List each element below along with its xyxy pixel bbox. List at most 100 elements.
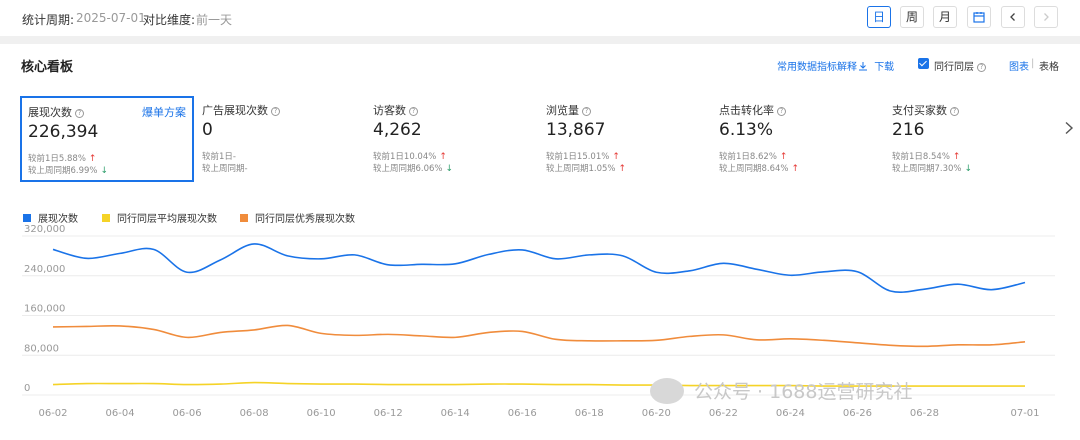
table-view-tab[interactable]: 表格 <box>1039 62 1059 73</box>
arrow-up-icon: ↑ <box>439 152 447 162</box>
x-tick-label: 06-06 <box>173 408 202 419</box>
metric-comparison: 较前1日- <box>202 152 236 162</box>
help-icon[interactable]: ? <box>950 107 959 116</box>
metric-card[interactable]: 广告展现次数? 0 较前1日- 较上周同期- <box>196 96 361 182</box>
section-divider <box>0 36 1080 44</box>
watermark: 公众号 · 1688运营研究社 <box>650 377 912 404</box>
boost-plan-link[interactable]: 爆单方案 <box>142 106 186 119</box>
calendar-button[interactable] <box>967 6 991 28</box>
x-tick-label: 06-24 <box>776 408 805 419</box>
x-tick-label: 06-16 <box>508 408 537 419</box>
metric-value: 6.13% <box>719 120 774 140</box>
metric-card[interactable]: 展现次数? 226,394 较前1日5.88% ↑ 较上周同期6.99% ↓ 爆单方案 <box>20 96 194 182</box>
arrow-down-icon: ↓ <box>100 166 109 176</box>
metric-comparison: 较前1日10.04% ↑ <box>373 152 447 162</box>
prev-button[interactable] <box>1001 6 1025 28</box>
compare-value[interactable]: 前一天 <box>196 13 233 27</box>
chart-view-tab[interactable]: 图表 <box>1009 62 1029 73</box>
metric-card[interactable]: 点击转化率? 6.13% 较前1日8.62% ↑ 较上周同期8.64% ↑ <box>713 96 878 182</box>
peer-label: 同行同层? <box>934 58 986 73</box>
metric-comparison: 较上周同期8.64% ↑ <box>719 164 800 174</box>
metric-value: 226,394 <box>28 122 99 142</box>
arrow-up-icon: ↑ <box>618 164 627 174</box>
x-tick-label: 06-18 <box>575 408 604 419</box>
y-tick-label: 80,000 <box>24 343 59 354</box>
compare-label: 对比维度: <box>143 13 196 27</box>
metric-title: 广告展现次数? <box>202 102 280 118</box>
help-icon[interactable]: ? <box>75 109 84 118</box>
chevron-left-icon <box>1010 13 1015 21</box>
panel-title: 核心看板 <box>21 60 74 75</box>
x-tick-label: 06-22 <box>709 408 738 419</box>
y-tick-label: 240,000 <box>24 264 65 275</box>
metric-comparison: 较上周同期7.30% ↓ <box>892 164 973 174</box>
help-icon[interactable]: ? <box>582 107 591 116</box>
metric-title: 浏览量? <box>546 102 591 118</box>
next-button[interactable] <box>1034 6 1058 28</box>
x-tick-label: 06-10 <box>307 408 336 419</box>
metric-comparison: 较上周同期1.05% ↑ <box>546 164 627 174</box>
y-tick-label: 160,000 <box>24 304 65 315</box>
legend-item-peer-avg[interactable]: 同行同层平均展现次数 <box>102 210 217 225</box>
metric-comparison: 较前1日5.88% ↑ <box>28 154 97 164</box>
calendar-icon <box>973 12 985 23</box>
metric-card[interactable]: 浏览量? 13,867 较前1日15.01% ↑ 较上周同期1.05% ↑ <box>540 96 705 182</box>
help-icon[interactable]: ? <box>409 107 418 116</box>
metric-title: 点击转化率? <box>719 102 786 118</box>
arrow-up-icon: ↑ <box>952 152 961 162</box>
metric-comparison: 较前1日15.01% ↑ <box>546 152 620 162</box>
help-icon[interactable]: ? <box>777 107 786 116</box>
arrow-up-icon: ↑ <box>779 152 788 162</box>
period-value[interactable]: 2025-07-01 <box>76 11 146 25</box>
metric-title: 访客数? <box>373 102 418 118</box>
y-tick-label: 320,000 <box>24 224 65 235</box>
x-tick-label: 06-08 <box>240 408 269 419</box>
top-bar: 统计周期: 2025-07-01 对比维度: 前一天 日 周 月 <box>0 0 1080 36</box>
metric-card[interactable]: 访客数? 4,262 较前1日10.04% ↑ 较上周同期6.06% ↓ <box>367 96 532 182</box>
x-tick-label: 06-02 <box>38 408 67 419</box>
metric-value: 13,867 <box>546 120 606 140</box>
metric-value: 216 <box>892 120 925 140</box>
x-tick-label: 06-28 <box>910 408 939 419</box>
metric-value: 0 <box>202 120 213 140</box>
series-line-1[interactable] <box>52 381 1025 387</box>
x-tick-label: 06-20 <box>642 408 671 419</box>
metric-comparison: 较前1日8.62% ↑ <box>719 152 788 162</box>
x-tick-label: 06-04 <box>106 408 135 419</box>
cards-next-icon[interactable] <box>1064 120 1074 139</box>
day-button[interactable]: 日 <box>867 6 891 28</box>
legend-item-exposure[interactable]: 展现次数 <box>23 210 78 225</box>
arrow-down-icon: ↓ <box>964 164 973 174</box>
week-button[interactable]: 周 <box>900 6 924 28</box>
series-line-2[interactable] <box>52 324 1026 348</box>
legend-item-peer-best[interactable]: 同行同层优秀展现次数 <box>240 210 355 225</box>
download-label: 下载 <box>874 62 895 73</box>
wechat-logo-icon <box>650 378 684 404</box>
metric-title: 展现次数? <box>28 104 84 120</box>
x-tick-label: 06-26 <box>843 408 872 419</box>
help-icon[interactable]: ? <box>271 107 280 116</box>
x-tick-label: 07-01 <box>1010 408 1039 419</box>
metric-value: 4,262 <box>373 120 422 140</box>
arrow-up-icon: ↑ <box>612 152 620 162</box>
x-tick-label: 06-14 <box>441 408 470 419</box>
series-line-0[interactable] <box>52 243 1026 294</box>
line-chart[interactable]: 0 80,000 160,000 240,000 320,000 06-02 06-04 06… <box>0 224 1080 440</box>
month-button[interactable]: 月 <box>933 6 957 28</box>
arrow-up-icon: ↑ <box>88 154 97 164</box>
legend-swatch <box>23 214 31 222</box>
peer-checkbox[interactable] <box>918 58 929 69</box>
help-icon[interactable]: ? <box>977 63 986 72</box>
arrow-up-icon: ↑ <box>791 164 800 174</box>
y-tick-label: 0 <box>24 383 30 394</box>
period-label: 统计周期: <box>22 13 75 27</box>
download-button[interactable]: 下载 <box>858 58 894 73</box>
metric-title: 支付买家数? <box>892 102 959 118</box>
metric-card[interactable]: 支付买家数? 216 较前1日8.54% ↑ 较上周同期7.30% ↓ <box>886 96 1051 182</box>
metric-comparison: 较上周同期6.99% ↓ <box>28 166 109 176</box>
legend-swatch <box>240 214 248 222</box>
metric-explain-link[interactable]: 常用数据指标解释 <box>777 62 857 73</box>
arrow-down-icon: ↓ <box>445 164 454 174</box>
x-tick-label: 06-12 <box>374 408 403 419</box>
legend-swatch <box>102 214 110 222</box>
